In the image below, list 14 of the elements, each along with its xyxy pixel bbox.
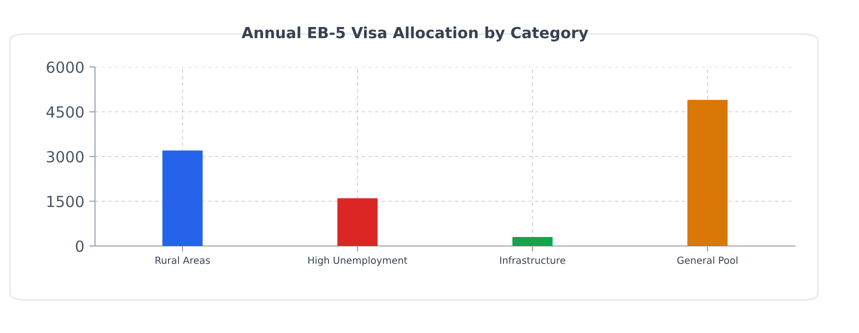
chart-title: Annual EB-5 Visa Allocation by Category [242,26,588,42]
x-tick-label: Rural Areas [156,256,210,264]
y-tick-label: 1500 [47,196,84,208]
y-tick-label: 4500 [46,106,84,118]
x-tick-label: General Pool [677,256,738,264]
y-tick-label: 6000 [46,61,84,74]
y-tick-label: 3000 [46,150,84,163]
bar [162,150,203,246]
bar [337,198,378,246]
x-tick-label: Infrastructure [500,256,566,264]
bar [512,237,553,246]
y-tick-label: 0 [76,240,84,252]
x-tick-label: High Unemployment [308,256,408,266]
bar [687,100,728,246]
